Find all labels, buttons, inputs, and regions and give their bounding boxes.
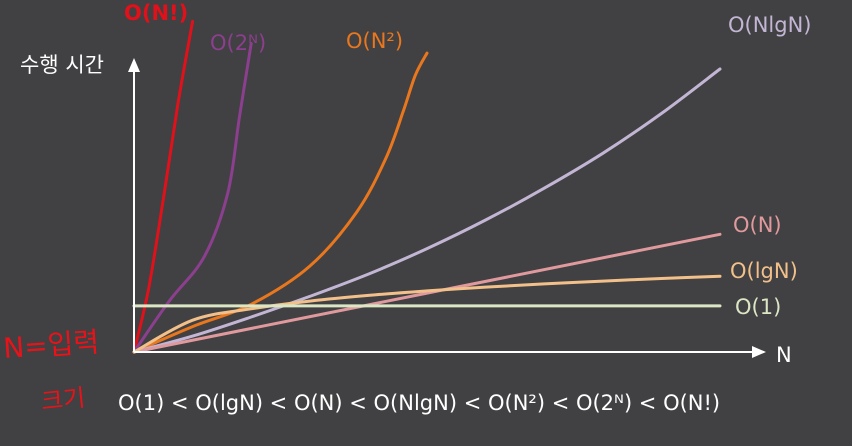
x-axis-arrow [752,346,766,358]
annotation-input-size: N=입력 [2,325,100,365]
legend-label-quadratic: O(N²) [346,29,403,53]
series-line-exponential [132,42,253,354]
legend-label-factorial: O(N!) [124,1,188,25]
x-axis-label: N [776,343,792,367]
series-line-factorial [132,19,195,354]
series-line-linear [132,232,722,354]
legend-label-log: O(lgN) [730,259,798,283]
series-line-log [132,274,722,354]
series-line-quadratic [132,51,429,354]
y-axis-label: 수행 시간 [20,53,104,77]
series-line-nlogn [132,67,722,354]
annotation-size: 크기 [40,384,87,416]
legend-label-constant: O(1) [735,295,781,319]
series-lines [132,19,722,354]
legend-label-nlogn: O(NlgN) [728,13,812,37]
legend-label-exponential: O(2ᴺ) [210,31,266,55]
complexity-order: O(1) < O(lgN) < O(N) < O(NlgN) < O(N²) <… [118,391,720,415]
y-axis-arrow [128,58,140,72]
legend-label-linear: O(N) [733,213,782,237]
